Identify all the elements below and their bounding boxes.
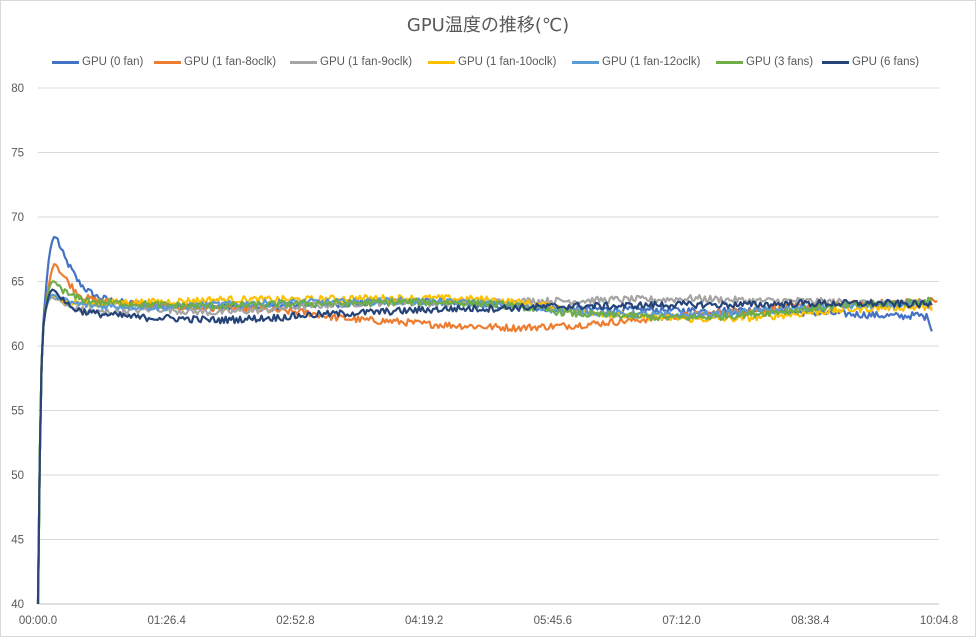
x-tick-label: 05:45.6 xyxy=(534,615,572,627)
y-tick-label: 55 xyxy=(11,406,24,418)
legend-swatch xyxy=(572,60,599,64)
legend-label: GPU (6 fans) xyxy=(852,56,920,68)
legend-swatch xyxy=(52,60,79,64)
y-tick-label: 60 xyxy=(11,341,24,353)
legend-label: GPU (1 fan-10oclk) xyxy=(458,56,557,68)
legend-label: GPU (1 fan-12oclk) xyxy=(602,56,701,68)
x-tick-label: 00:00.0 xyxy=(19,615,57,627)
legend-item: GPU (1 fan-8oclk) xyxy=(154,54,276,70)
legend-item: GPU (6 fans) xyxy=(822,54,919,70)
series-line-0 xyxy=(36,235,933,605)
legend-label: GPU (1 fan-9oclk) xyxy=(320,56,413,68)
legend-swatch xyxy=(428,60,455,64)
y-tick-label: 65 xyxy=(11,277,24,289)
series-line-2 xyxy=(36,294,933,605)
x-tick-label: 08:38.4 xyxy=(791,615,830,627)
legend-swatch xyxy=(290,60,317,64)
x-tick-label: 04:19.2 xyxy=(405,615,443,627)
legend-item: GPU (0 fan) xyxy=(52,54,143,70)
y-tick-label: 70 xyxy=(11,212,24,224)
legend-swatch xyxy=(716,60,743,64)
legend-label: GPU (3 fans) xyxy=(746,56,814,68)
series-line-4 xyxy=(36,293,932,605)
y-tick-label: 50 xyxy=(11,470,24,482)
legend: GPU (0 fan) GPU (1 fan-8oclk) GPU (1 fan-9… xyxy=(0,54,976,70)
legend-item: GPU (1 fan-12oclk) xyxy=(572,54,700,70)
legend-item: GPU (1 fan-9oclk) xyxy=(290,54,412,70)
x-tick-label: 07:12.0 xyxy=(662,615,700,627)
series-line-6 xyxy=(36,288,933,605)
chart-title: GPU温度の推移(℃) xyxy=(406,15,570,36)
series-line-5 xyxy=(36,280,933,605)
y-tick-label: 75 xyxy=(11,148,24,160)
x-tick-label: 10:04.8 xyxy=(920,615,958,627)
x-tick-label: 01:26.4 xyxy=(148,615,187,627)
x-tick-label: 02:52.8 xyxy=(276,615,314,627)
y-tick-label: 80 xyxy=(11,83,24,95)
legend-swatch xyxy=(154,60,181,64)
y-tick-label: 40 xyxy=(11,599,24,611)
legend-item: GPU (1 fan-10oclk) xyxy=(428,54,556,70)
legend-swatch xyxy=(822,60,849,64)
legend-label: GPU (0 fan) xyxy=(82,56,144,68)
y-tick-label: 45 xyxy=(11,535,24,547)
legend-item: GPU (3 fans) xyxy=(716,54,813,70)
series-line-3 xyxy=(36,293,933,605)
legend-label: GPU (1 fan-8oclk) xyxy=(184,56,277,68)
